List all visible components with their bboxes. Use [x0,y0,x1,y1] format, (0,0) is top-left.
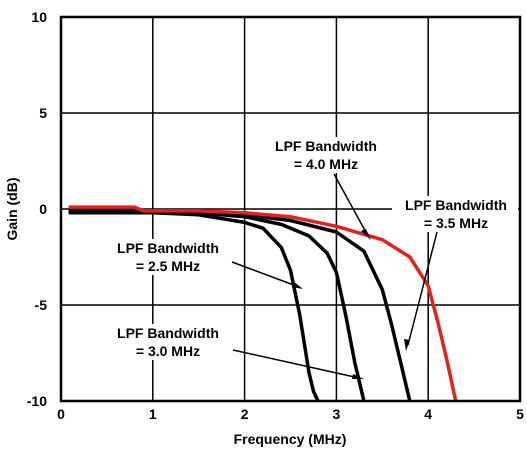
annotation-2-5mhz-line2: = 2.5 MHz [136,258,200,274]
x-tick-label: 1 [149,406,157,422]
y-tick-label: 10 [31,9,47,25]
x-tick-label: 4 [424,406,432,422]
arrow-4-0mhz [333,173,369,237]
annotation-4-0mhz: LPF Bandwidth = 4.0 MHz [262,137,392,173]
arrow-3-0mhz [232,349,360,379]
annotation-3-5mhz-line1: LPF Bandwidth [405,197,507,213]
annotation-3-5mhz: LPF Bandwidth = 3.5 MHz [392,196,518,232]
annotation-2-5mhz: LPF Bandwidth = 2.5 MHz [104,239,234,275]
tick-labels: 0 1 2 3 4 5 10 5 0 -5 -10 [27,9,524,422]
annotation-2-5mhz-line1: LPF Bandwidth [117,240,219,256]
annotation-4-0mhz-line2: = 4.0 MHz [294,156,358,172]
arrowhead-4-0mhz [361,229,371,240]
y-tick-label: -5 [35,297,48,313]
x-tick-label: 2 [241,406,249,422]
series-annotations: LPF Bandwidth = 3.5 MHz LPF Bandwidth = … [104,137,518,379]
annotation-4-0mhz-line1: LPF Bandwidth [275,138,377,154]
arrowhead-3-5mhz [404,339,410,351]
annotation-3-5mhz-line2: = 3.5 MHz [424,215,488,231]
x-axis-label: Frequency (MHz) [234,431,347,447]
arrow-2-5mhz [231,261,300,288]
series-curves [68,205,458,401]
y-axis-label: Gain (dB) [4,178,20,241]
annotation-3-0mhz: LPF Bandwidth = 3.0 MHz [104,324,234,360]
arrow-3-5mhz [407,231,438,346]
arrowhead-3-0mhz [352,374,364,379]
y-tick-label: 0 [39,201,47,217]
x-tick-label: 0 [57,406,65,422]
y-tick-label: -10 [27,393,47,409]
series-2-5mhz-line [68,211,320,401]
annotation-3-0mhz-line1: LPF Bandwidth [117,325,219,341]
x-tick-label: 3 [333,406,341,422]
y-tick-label: 5 [39,105,47,121]
x-tick-label: 5 [516,406,524,422]
series-4-0mhz-line [68,205,458,401]
annotation-3-0mhz-line2: = 3.0 MHz [136,343,200,359]
plot-frame [59,15,522,403]
arrowhead-2-5mhz [292,282,303,289]
